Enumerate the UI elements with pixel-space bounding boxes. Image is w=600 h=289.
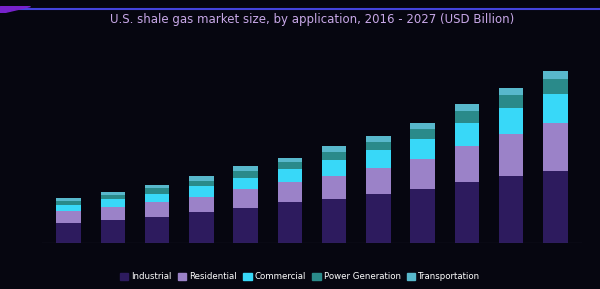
Bar xyxy=(410,159,435,189)
Bar xyxy=(366,168,391,194)
Bar xyxy=(145,217,169,243)
Bar xyxy=(278,169,302,182)
Bar xyxy=(410,123,435,129)
Text: U.S. shale gas market size, by application, 2016 - 2027 (USD Billion): U.S. shale gas market size, by applicati… xyxy=(110,13,514,26)
Bar xyxy=(56,201,81,205)
Bar xyxy=(101,220,125,243)
Bar xyxy=(499,176,523,243)
Bar xyxy=(499,108,523,134)
Bar xyxy=(189,197,214,212)
Bar xyxy=(56,223,81,243)
Bar xyxy=(278,162,302,169)
Bar xyxy=(543,79,568,94)
Bar xyxy=(322,199,346,243)
Bar xyxy=(56,205,81,211)
Bar xyxy=(499,134,523,176)
Bar xyxy=(410,139,435,159)
Bar xyxy=(322,152,346,160)
Bar xyxy=(189,186,214,197)
Bar xyxy=(455,182,479,243)
Bar xyxy=(278,182,302,202)
Bar xyxy=(322,176,346,199)
Bar xyxy=(366,150,391,168)
Bar xyxy=(410,189,435,243)
Bar xyxy=(543,171,568,243)
Bar xyxy=(101,207,125,220)
Bar xyxy=(278,158,302,162)
Bar xyxy=(145,185,169,188)
Bar xyxy=(233,166,258,171)
Bar xyxy=(543,94,568,123)
Bar xyxy=(233,189,258,208)
Bar xyxy=(455,123,479,146)
Bar xyxy=(543,71,568,79)
Bar xyxy=(543,123,568,171)
Legend: Industrial, Residential, Commercial, Power Generation, Transportation: Industrial, Residential, Commercial, Pow… xyxy=(116,269,484,285)
Bar xyxy=(455,146,479,182)
Bar xyxy=(189,176,214,181)
Bar xyxy=(145,202,169,217)
Bar xyxy=(499,88,523,95)
Bar xyxy=(56,211,81,223)
Bar xyxy=(101,192,125,195)
Bar xyxy=(56,198,81,201)
Bar xyxy=(366,142,391,150)
Bar xyxy=(322,160,346,176)
Bar xyxy=(233,208,258,243)
Bar xyxy=(101,195,125,199)
Bar xyxy=(101,199,125,207)
Bar xyxy=(322,146,346,152)
Bar xyxy=(366,194,391,243)
Bar xyxy=(145,188,169,194)
Bar xyxy=(499,95,523,108)
Bar xyxy=(233,171,258,178)
Bar xyxy=(455,104,479,111)
Bar xyxy=(278,202,302,243)
Bar xyxy=(189,181,214,186)
Bar xyxy=(455,111,479,123)
Bar xyxy=(410,129,435,139)
Polygon shape xyxy=(0,6,30,13)
Bar xyxy=(145,194,169,202)
Bar xyxy=(233,178,258,189)
Bar xyxy=(189,212,214,243)
Bar xyxy=(366,136,391,142)
